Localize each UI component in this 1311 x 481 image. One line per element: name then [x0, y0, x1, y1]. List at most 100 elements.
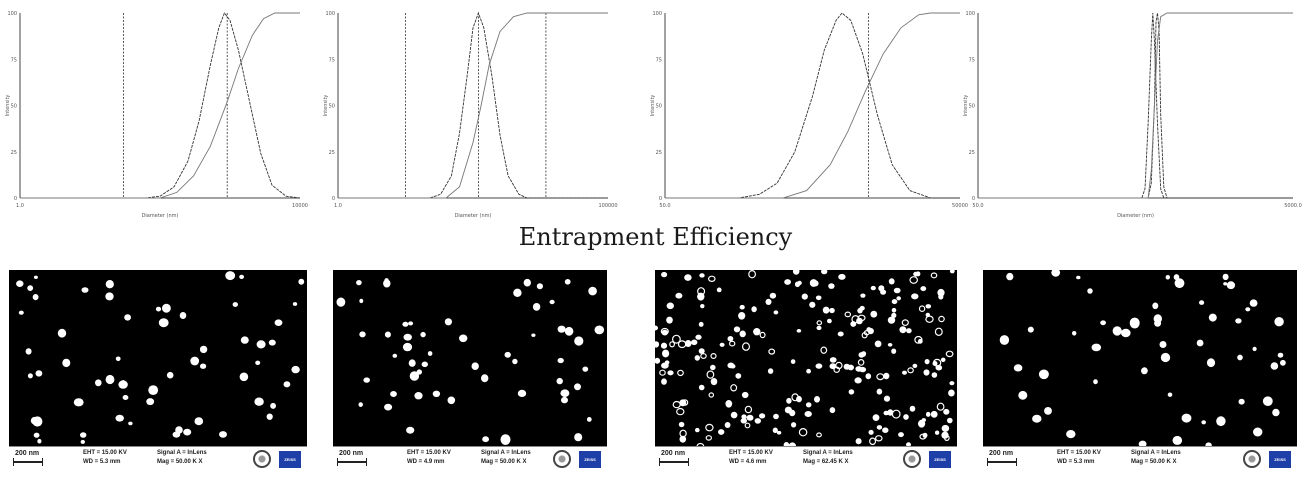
nanoparticle [691, 339, 698, 346]
nanoparticle [899, 326, 907, 334]
nanoparticle [459, 334, 468, 343]
nanoparticle [200, 363, 207, 369]
nanoparticle [684, 340, 692, 347]
nanoparticle [941, 424, 950, 432]
sem-background [983, 270, 1297, 447]
nanoparticle [402, 342, 413, 352]
nanoparticle [677, 340, 687, 349]
nanoparticle [705, 435, 713, 441]
nanoparticle [918, 419, 926, 428]
nanoparticle [767, 368, 774, 374]
nanoparticle [18, 310, 24, 315]
nanoparticle [532, 303, 541, 311]
y-tick-label: 25 [329, 150, 335, 156]
nanoparticle [901, 319, 909, 326]
zeiss-logo-icon: ZEISS [1269, 451, 1291, 468]
nanoparticle [912, 363, 918, 368]
nanoparticle [588, 286, 597, 296]
nanoparticle [513, 288, 522, 297]
nanoparticle [891, 348, 897, 354]
y-tick-label: 100 [7, 11, 17, 17]
nanoparticle [1252, 346, 1257, 352]
nanoparticle [1032, 414, 1042, 423]
nanoparticle [1066, 430, 1076, 439]
sem-image [333, 270, 607, 447]
nanoparticle [872, 414, 880, 421]
nanoparticle [738, 312, 746, 320]
nanoparticle [574, 336, 584, 346]
nanoparticle [1160, 352, 1171, 363]
nanoparticle [661, 271, 668, 278]
y-axis-label: Intensity [5, 95, 11, 117]
nanoparticle [390, 391, 397, 397]
nanoparticle [930, 410, 938, 418]
nanoparticle [835, 361, 843, 370]
nanoparticle [80, 432, 87, 438]
nanoparticle [809, 301, 816, 308]
nanoparticle [788, 442, 797, 447]
nanoparticle [860, 293, 866, 298]
nanoparticle [856, 317, 863, 325]
nanoparticle [765, 298, 772, 305]
nanoparticle [870, 310, 878, 318]
sem-image [655, 270, 957, 447]
nanoparticle [1226, 281, 1236, 290]
nanoparticle [414, 392, 423, 400]
nanoparticle [1027, 326, 1034, 333]
nanoparticle [1173, 274, 1180, 281]
nanoparticle [814, 396, 820, 403]
nanoparticle [887, 343, 893, 347]
nanoparticle [574, 383, 581, 391]
nanoparticle [33, 432, 40, 438]
institution-seal-icon [903, 450, 921, 468]
nanoparticle [719, 342, 725, 347]
nanoparticle [128, 421, 133, 426]
magnification: Mag = 50.00 K X [1131, 459, 1177, 465]
nanoparticle [1038, 369, 1049, 380]
nanoparticle [868, 429, 874, 435]
nanoparticle [893, 287, 901, 294]
zeiss-logo-icon: ZEISS [279, 451, 301, 468]
nanoparticle [666, 316, 673, 324]
x-tick-label: 100000 [598, 203, 617, 209]
nanoparticle [122, 395, 129, 400]
nanoparticle [115, 414, 124, 422]
nanoparticle [37, 438, 42, 444]
nanoparticle [844, 311, 852, 318]
nanoparticle [427, 351, 433, 356]
nanoparticle [1216, 416, 1226, 427]
nanoparticle [695, 334, 702, 340]
nanoparticle [936, 402, 945, 411]
y-tick-label: 50 [329, 104, 335, 110]
working-distance: WD = 4.9 mm [407, 459, 445, 465]
nanoparticle [854, 377, 862, 384]
nanoparticle [915, 271, 921, 277]
nanoparticle [876, 425, 883, 430]
nanoparticle [694, 355, 700, 361]
scale-label: 200 nm [15, 450, 40, 457]
nanoparticle [882, 427, 889, 433]
nanoparticle [298, 278, 305, 285]
nanoparticle [416, 369, 422, 375]
nanoparticle [948, 389, 955, 397]
nanoparticle [740, 418, 747, 424]
nanoparticle [35, 370, 43, 377]
nanoparticle [1138, 440, 1147, 447]
nanoparticle [773, 310, 779, 315]
nanoparticle [724, 422, 731, 428]
nanoparticle [796, 329, 802, 333]
nanoparticle [1152, 302, 1159, 310]
nanoparticle [500, 434, 511, 445]
scale-bar [987, 458, 1017, 466]
nanoparticle [698, 348, 705, 354]
nanoparticle [918, 305, 926, 313]
nanoparticle [1129, 317, 1140, 329]
eht-value: EHT = 15.00 KV [729, 450, 773, 456]
y-tick-label: 0 [659, 196, 662, 202]
nanoparticle [676, 407, 685, 416]
nanoparticle [1121, 328, 1131, 338]
nanoparticle [1167, 392, 1173, 397]
nanoparticle [1100, 320, 1106, 326]
nanoparticle [655, 341, 660, 348]
nanoparticle [937, 288, 945, 297]
